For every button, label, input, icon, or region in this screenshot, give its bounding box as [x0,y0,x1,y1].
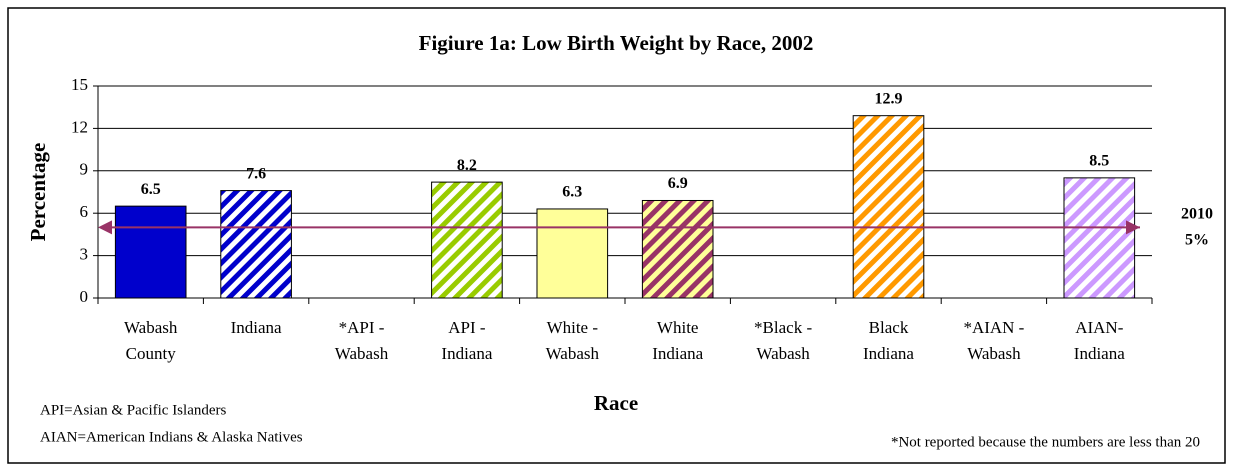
data-label: 8.5 [1089,153,1109,170]
y-tick-label: 6 [80,202,89,221]
x-tick-label: Indiana [863,344,914,363]
data-label: 6.5 [141,181,161,198]
chart-title: Figiure 1a: Low Birth Weight by Race, 20… [419,31,814,55]
x-tick-label: *AIAN - [963,318,1024,337]
x-tick-label: County [126,344,177,363]
y-tick-label: 15 [71,75,88,94]
data-label: 6.9 [668,175,688,192]
x-tick-label: *Black - [754,318,812,337]
x-tick-label: AIAN- [1075,318,1123,337]
note: AIAN=American Indians & Alaska Natives [40,429,303,445]
reference-arrow [1126,220,1140,235]
x-tick-label: White - [547,318,599,337]
x-tick-label: Black [869,318,909,337]
x-tick-label: White [657,318,699,337]
chart-frame [7,7,1226,464]
bar [431,181,503,299]
x-tick-label: Indiana [652,344,703,363]
y-tick-label: 12 [71,117,88,136]
reference-label: 5% [1185,232,1209,249]
bar [114,205,187,299]
y-axis-label: Percentage [26,143,50,242]
reference-arrow [98,220,112,235]
x-tick-label: Indiana [1074,344,1125,363]
footnote: *Not reported because the numbers are le… [891,434,1200,450]
data-label: 8.2 [457,157,477,174]
data-label: 12.9 [875,90,903,107]
data-label: 6.3 [562,184,582,201]
x-tick-label: Wabash [335,344,389,363]
bar [1063,177,1136,299]
x-tick-label: *API - [339,318,385,337]
bar [220,190,292,299]
y-tick-label: 0 [80,287,89,306]
bar [852,115,925,299]
y-tick-label: 9 [80,160,89,179]
reference-label: 2010 [1181,206,1213,223]
x-tick-label: Indiana [441,344,492,363]
x-tick-label: API - [448,318,486,337]
x-axis-label: Race [594,391,638,415]
x-tick-label: Wabash [124,318,178,337]
x-tick-label: Wabash [756,344,810,363]
x-tick-label: Indiana [231,318,282,337]
x-tick-label: Wabash [546,344,600,363]
note: API=Asian & Pacific Islanders [40,402,226,418]
x-tick-label: Wabash [967,344,1021,363]
y-tick-label: 3 [80,245,89,264]
bar [536,208,609,299]
bar [641,199,714,299]
data-label: 7.6 [246,165,266,182]
